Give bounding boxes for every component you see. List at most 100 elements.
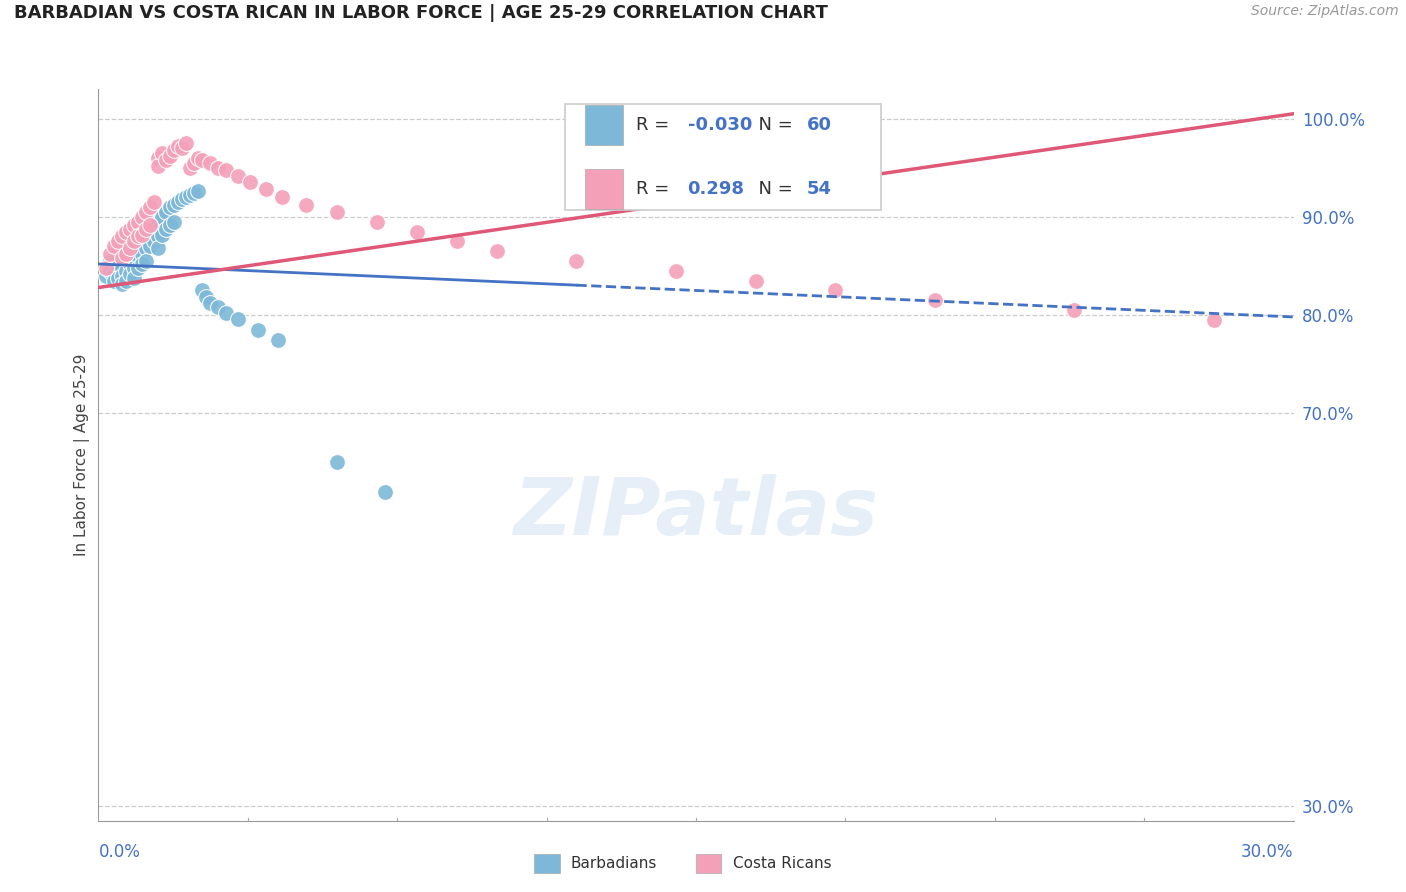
Point [246, 323, 269, 337]
Text: N =: N = [748, 116, 799, 134]
Text: N =: N = [748, 180, 799, 198]
FancyBboxPatch shape [565, 103, 882, 210]
Point [163, 198, 186, 212]
Point [115, 251, 138, 265]
Point [139, 200, 162, 214]
Text: 54: 54 [807, 180, 832, 198]
Point [131, 227, 153, 242]
Point [167, 195, 190, 210]
Point [103, 239, 125, 253]
Point [124, 270, 146, 285]
Text: 0.298: 0.298 [688, 180, 745, 198]
Point [270, 190, 292, 204]
Point [179, 161, 201, 175]
Point [115, 247, 138, 261]
Text: R =: R = [637, 116, 675, 134]
Point [150, 146, 173, 161]
Point [143, 235, 166, 249]
Point [195, 290, 218, 304]
Point [824, 284, 846, 298]
Point [127, 229, 149, 244]
Point [924, 293, 946, 308]
Point [1202, 313, 1225, 327]
Point [155, 153, 177, 167]
Point [215, 162, 238, 177]
Point [326, 455, 349, 469]
Y-axis label: In Labor Force | Age 25-29: In Labor Force | Age 25-29 [75, 354, 90, 556]
Point [111, 277, 134, 291]
Point [159, 200, 181, 214]
Point [148, 241, 170, 255]
Point [174, 190, 197, 204]
Point [120, 257, 142, 271]
Point [1063, 303, 1085, 318]
Point [124, 235, 146, 249]
Point [148, 159, 170, 173]
Text: 60: 60 [807, 116, 832, 134]
Point [143, 221, 166, 235]
Point [155, 221, 177, 235]
Point [172, 141, 194, 155]
Point [326, 205, 349, 219]
Point [115, 225, 138, 239]
Text: ZIPatlas: ZIPatlas [513, 475, 879, 552]
Point [100, 247, 122, 261]
Point [148, 151, 170, 165]
Text: Barbadians: Barbadians [571, 856, 657, 871]
Point [167, 139, 190, 153]
Point [187, 151, 209, 165]
Text: BARBADIAN VS COSTA RICAN IN LABOR FORCE | AGE 25-29 CORRELATION CHART: BARBADIAN VS COSTA RICAN IN LABOR FORCE … [14, 4, 828, 22]
Point [374, 484, 396, 499]
Point [127, 260, 149, 275]
Point [131, 257, 153, 271]
Point [226, 169, 249, 183]
Point [124, 251, 146, 265]
Text: 0.0%: 0.0% [98, 843, 141, 861]
Point [96, 268, 118, 283]
Point [100, 254, 122, 268]
Point [107, 259, 129, 273]
Point [103, 274, 125, 288]
Point [163, 143, 186, 157]
Point [120, 247, 142, 261]
Point [127, 235, 149, 249]
Point [124, 218, 146, 232]
Point [139, 225, 162, 239]
Point [207, 300, 229, 314]
Point [115, 264, 138, 278]
Point [665, 264, 688, 278]
Point [446, 235, 468, 249]
Point [135, 254, 157, 268]
Point [745, 274, 768, 288]
Point [96, 260, 118, 275]
Point [111, 268, 134, 283]
Point [485, 244, 508, 259]
Point [565, 254, 588, 268]
Point [111, 229, 134, 244]
Point [150, 227, 173, 242]
Point [148, 215, 170, 229]
Point [107, 270, 129, 285]
Point [183, 156, 205, 170]
Point [131, 231, 153, 245]
Point [226, 312, 249, 326]
Point [100, 264, 122, 278]
Point [163, 215, 186, 229]
Point [183, 186, 205, 201]
Point [215, 306, 238, 320]
Point [139, 218, 162, 232]
Point [111, 251, 134, 265]
Point [198, 156, 221, 170]
Point [120, 267, 142, 281]
Point [187, 184, 209, 198]
Point [148, 229, 170, 244]
Point [127, 215, 149, 229]
Point [159, 149, 181, 163]
Point [135, 205, 157, 219]
Point [172, 192, 194, 206]
Point [366, 215, 388, 229]
Point [139, 239, 162, 253]
Point [159, 218, 181, 232]
Point [179, 188, 201, 202]
Point [103, 266, 125, 280]
